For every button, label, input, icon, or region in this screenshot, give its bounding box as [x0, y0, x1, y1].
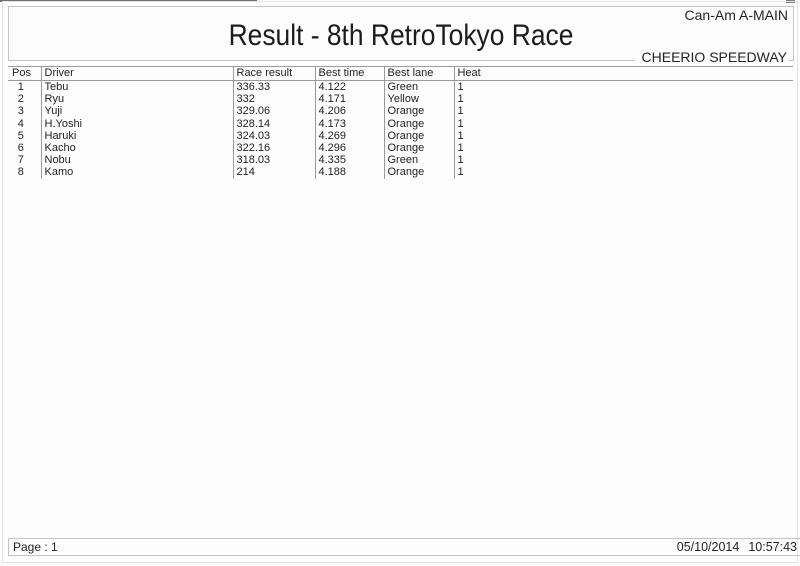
column-header-best-time: Best time — [314, 66, 384, 81]
cell-driver: Ryu — [40, 93, 233, 106]
table-row: 5 Haruki 324.03 4.269 Orange 1 — [8, 129, 793, 143]
page-number-label: Page : 1 — [13, 540, 58, 554]
footer: Page : 1 05/10/2014 10:57:43 — [8, 538, 800, 556]
cell-race-result: 336.33 — [232, 80, 315, 94]
table-header-row: Pos Driver Race result Best time Best la… — [8, 66, 793, 81]
header-box: Can-Am A-MAIN Result - 8th RetroTokyo Ra… — [8, 6, 794, 65]
track-name-label: CHEERIO SPEEDWAY — [634, 50, 789, 65]
column-header-race-result: Race result — [232, 66, 315, 81]
cell-driver: Kacho — [40, 142, 233, 155]
cell-best-lane: Orange — [383, 105, 454, 118]
table-row: 1 Tebu 336.33 4.122 Green 1 — [8, 80, 793, 94]
cell-pos: 1 — [17, 81, 24, 93]
cell-race-result: 332 — [232, 93, 315, 106]
date-label: 05/10/2014 — [676, 540, 740, 554]
cell-best-time: 4.171 — [314, 93, 384, 106]
cell-best-lane: Orange — [383, 166, 454, 179]
cell-heat: 1 — [453, 105, 793, 118]
cell-driver: Haruki — [40, 129, 233, 143]
cell-best-lane: Green — [383, 80, 454, 94]
cell-driver: Yuji — [40, 105, 233, 118]
cell-best-lane: Orange — [383, 117, 454, 130]
cell-best-time: 4.296 — [314, 142, 384, 155]
table-row: 8 Kamo 214 4.188 Orange 1 — [8, 166, 793, 179]
cell-driver: Tebu — [40, 80, 233, 94]
table-row: 3 Yuji 329.06 4.206 Orange 1 — [8, 105, 793, 118]
cell-best-time: 4.122 — [314, 80, 384, 94]
cell-heat: 1 — [453, 166, 793, 179]
results-table-body: 1 Tebu 336.33 4.122 Green 1 2 Ryu 332 4.171 Yellow… — [8, 80, 793, 179]
cell-best-lane: Orange — [383, 142, 454, 155]
time-label: 10:57:43 — [748, 540, 797, 554]
cell-pos: 2 — [17, 93, 24, 106]
page-title: Result - 8th RetroTokyo Race — [228, 19, 574, 52]
results-table: Pos Driver Race result Best time Best la… — [8, 66, 793, 179]
table-row: 7 Nobu 318.03 4.335 Green 1 — [8, 154, 793, 167]
cell-driver: Nobu — [40, 154, 233, 167]
cell-pos: 5 — [17, 129, 24, 142]
column-header-heat: Heat — [453, 66, 793, 81]
cell-pos: 8 — [17, 166, 24, 179]
cell-pos: 3 — [17, 105, 24, 118]
cell-pos: 7 — [17, 154, 24, 167]
cell-heat: 1 — [453, 93, 793, 106]
cell-best-time: 4.173 — [314, 117, 384, 130]
cell-driver: Kamo — [40, 166, 233, 179]
datetime-label: 05/10/2014 10:57:43 — [677, 540, 797, 554]
cell-best-lane: Green — [383, 154, 454, 167]
cell-race-result: 324.03 — [232, 129, 315, 143]
cell-heat: 1 — [453, 117, 793, 130]
cell-best-lane: Orange — [383, 129, 454, 143]
cell-race-result: 328.14 — [232, 117, 315, 130]
cell-heat: 1 — [453, 142, 793, 155]
cell-best-lane: Yellow — [383, 93, 454, 106]
cell-best-time: 4.188 — [314, 166, 384, 179]
cell-heat: 1 — [453, 154, 793, 167]
cell-heat: 1 — [453, 129, 793, 143]
cell-pos: 4 — [17, 117, 24, 130]
scan-artifact-corner-tick — [786, 0, 795, 3]
cell-race-result: 322.16 — [232, 142, 315, 155]
cell-pos: 6 — [17, 142, 24, 155]
cell-race-result: 318.03 — [232, 154, 315, 167]
cell-race-result: 329.06 — [232, 105, 315, 118]
cell-heat: 1 — [453, 80, 793, 94]
cell-best-time: 4.335 — [314, 154, 384, 167]
column-header-driver: Driver — [40, 66, 233, 81]
column-header-pos: Pos — [8, 66, 41, 81]
cell-best-time: 4.206 — [314, 105, 384, 118]
table-row: 2 Ryu 332 4.171 Yellow 1 — [8, 93, 793, 106]
cell-driver: H.Yoshi — [40, 117, 233, 130]
cell-best-time: 4.269 — [314, 129, 384, 143]
cell-race-result: 214 — [232, 166, 315, 179]
scan-artifact-top-line — [0, 0, 257, 2]
table-row: 6 Kacho 322.16 4.296 Orange 1 — [8, 142, 793, 155]
column-header-best-lane: Best lane — [383, 66, 454, 81]
table-row: 4 H.Yoshi 328.14 4.173 Orange 1 — [8, 117, 793, 130]
race-class-label: Can-Am A-MAIN — [684, 7, 788, 23]
